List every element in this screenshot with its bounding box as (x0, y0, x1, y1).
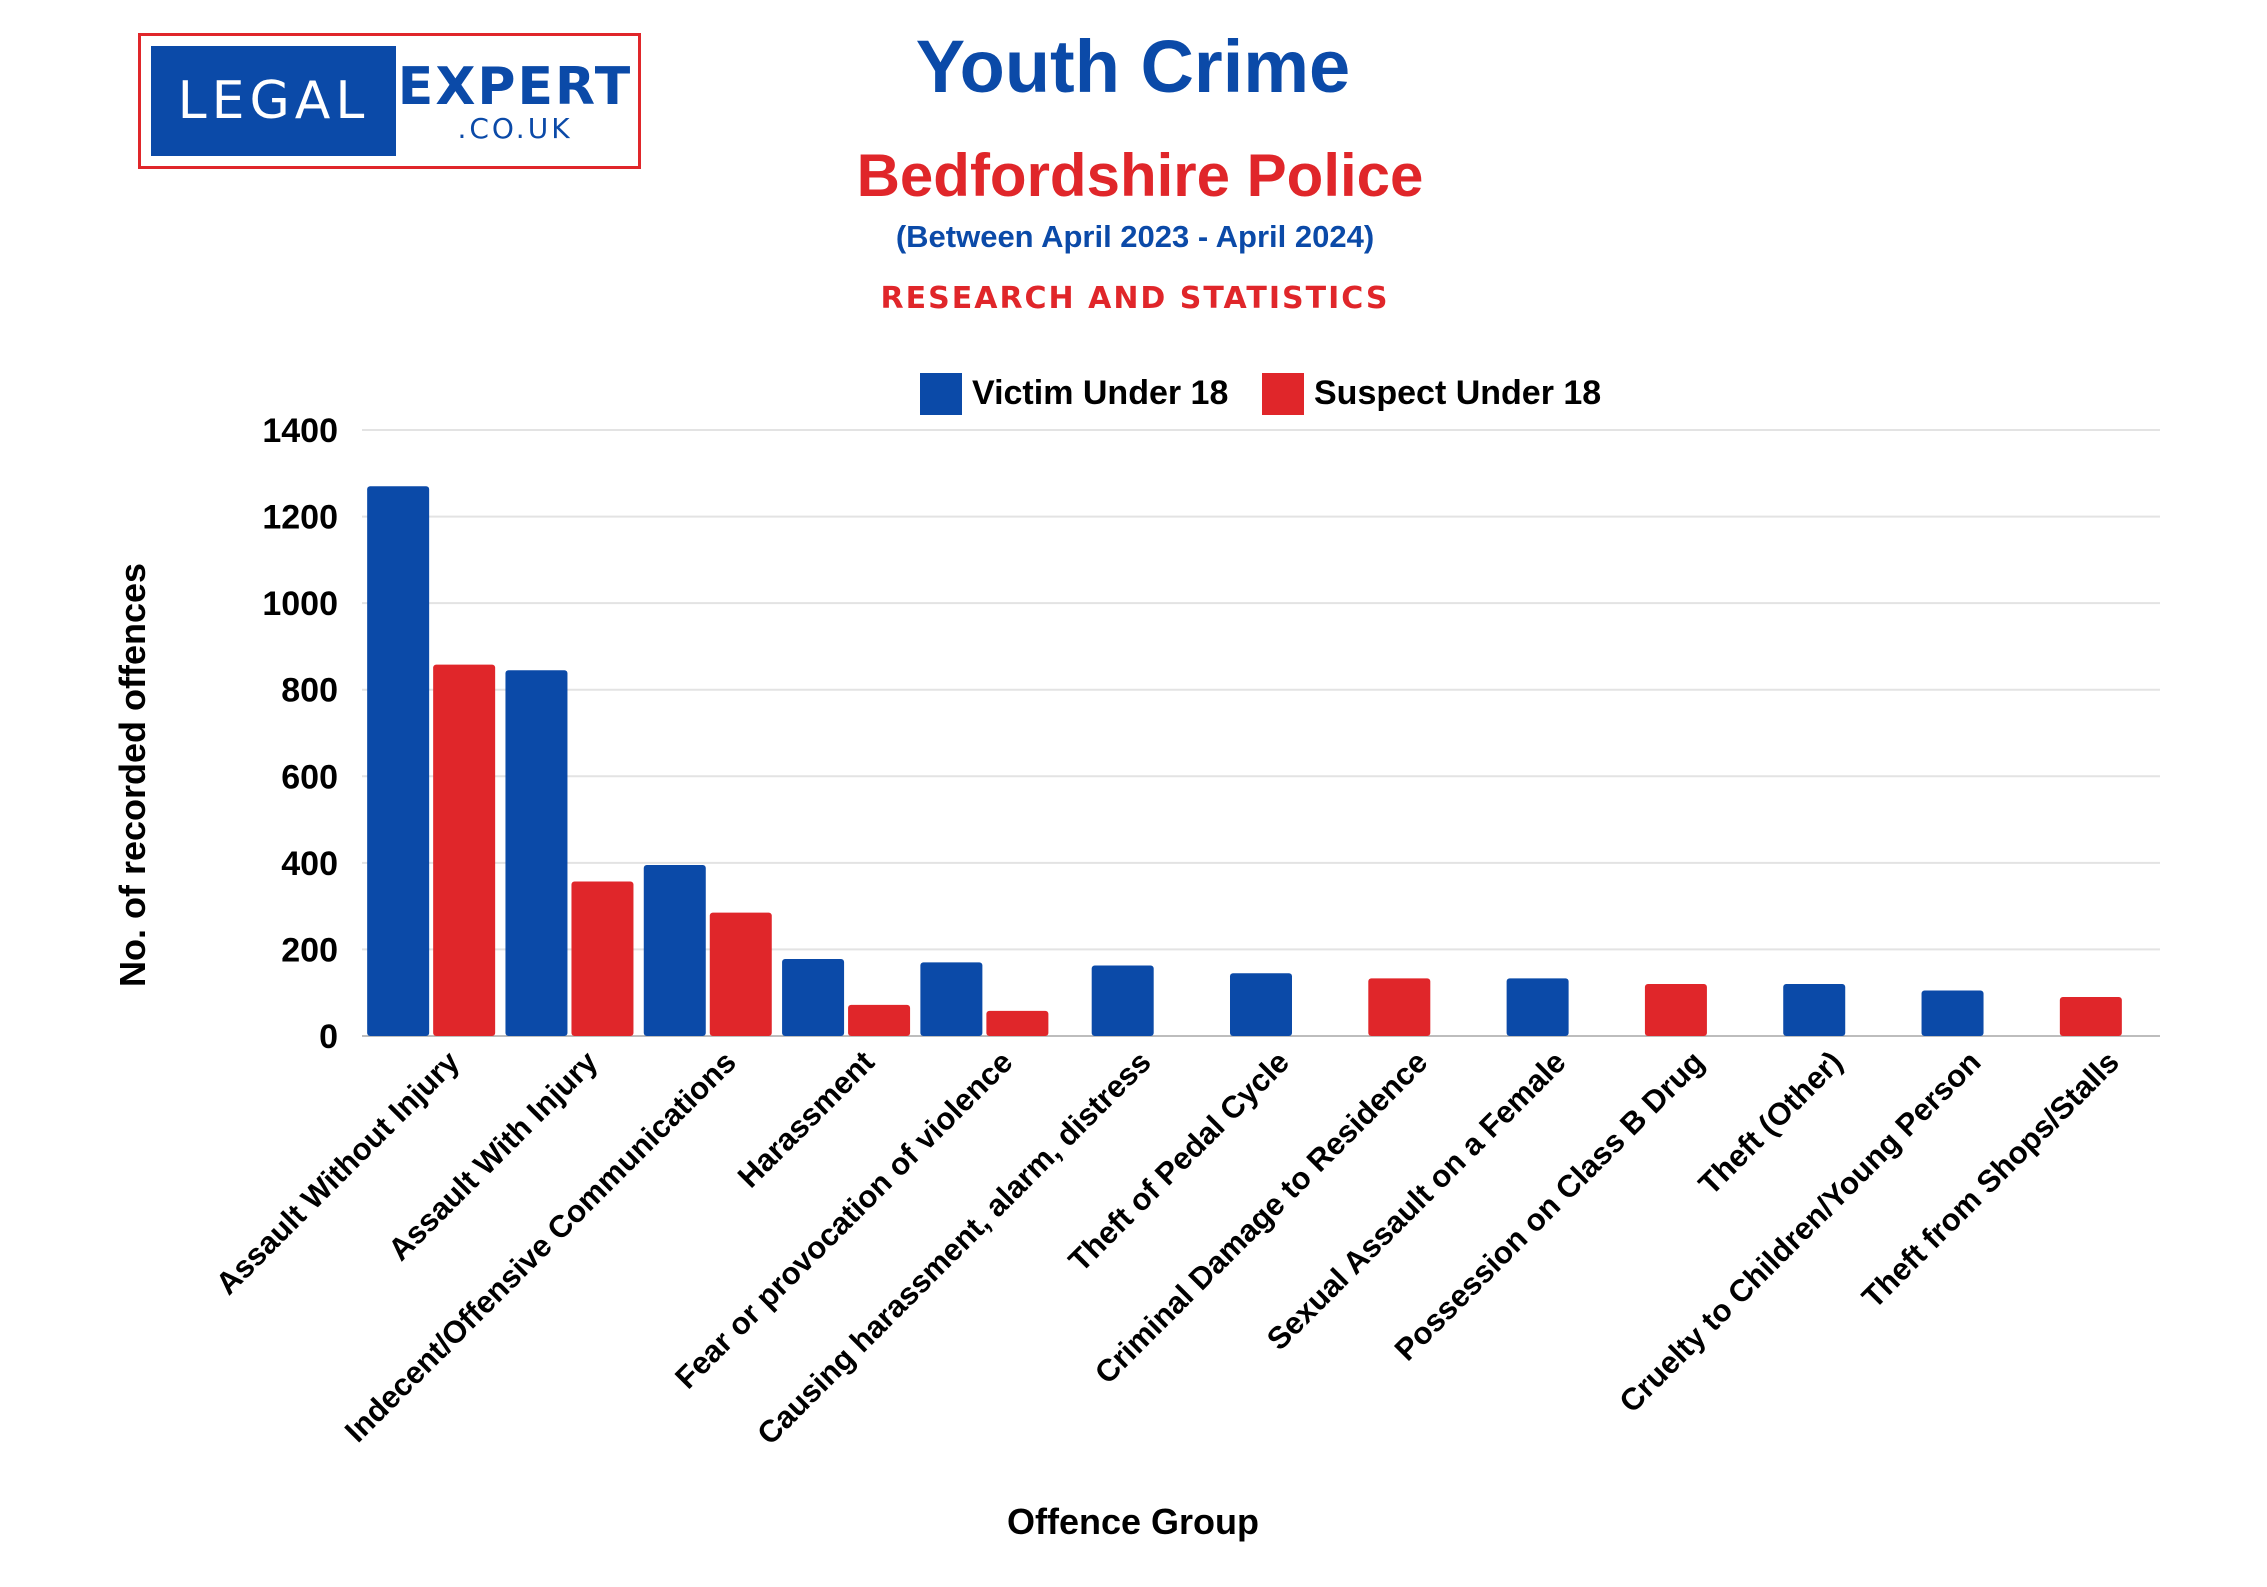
bar-suspect-10 (1644, 984, 1707, 1036)
y-tick-label: 200 (281, 931, 338, 969)
x-tick-label: Theft from Shops/Stalls (1855, 1044, 2126, 1315)
x-tick-label: Sexual Assault on a Female (1260, 1044, 1573, 1357)
bar-victim-2 (505, 670, 568, 1036)
y-tick-label: 1000 (262, 585, 338, 623)
x-axis-label: Offence Group (1007, 1501, 1259, 1542)
y-axis-ticks: 0 200 400 600 800 1000 1200 1400 (262, 412, 338, 1056)
legend-label-suspect: Suspect Under 18 (1314, 374, 1601, 412)
bar-suspect-3 (709, 912, 772, 1036)
y-tick-label: 800 (281, 672, 338, 710)
bar-victim-3 (643, 865, 706, 1036)
logo-expert-text: EXPERT (397, 57, 633, 117)
bar-suspect-4 (848, 1004, 911, 1036)
y-axis-label: No. of recorded offences (112, 563, 153, 987)
bar-victim-4 (782, 958, 845, 1036)
y-tick-label: 400 (281, 845, 338, 883)
y-tick-label: 1200 (262, 499, 338, 537)
y-tick-label: 0 (319, 1018, 338, 1056)
bar-victim-9 (1506, 978, 1569, 1036)
bar-suspect-2 (571, 881, 634, 1036)
x-tick-label: Theft (Other) (1692, 1044, 1849, 1201)
bar-suspect-1 (433, 664, 496, 1036)
logo-legal-block: LEGAL (151, 46, 396, 156)
page-title: Youth Crime (916, 25, 1350, 108)
legend-swatch-suspect (1262, 373, 1304, 415)
legend: Victim Under 18 Suspect Under 18 (920, 373, 1601, 415)
bar-victim-6 (1091, 965, 1154, 1036)
bar-victim-12 (1921, 990, 1984, 1036)
bar-suspect-5 (986, 1010, 1049, 1036)
x-tick-label: Harassment (731, 1044, 881, 1194)
y-tick-label: 600 (281, 758, 338, 796)
bar-victim-1 (367, 486, 430, 1036)
legend-swatch-victim (920, 373, 962, 415)
logo-domain-text: .CO.UK (457, 112, 573, 145)
date-range: (Between April 2023 - April 2024) (896, 219, 1374, 254)
logo-expert-block: EXPERT .CO.UK (397, 46, 633, 156)
bar-suspect-13 (2059, 997, 2122, 1036)
tagline: RESEARCH AND STATISTICS (881, 281, 1390, 316)
x-tick-label: Possession on Class B Drug (1388, 1044, 1711, 1367)
bars (367, 486, 2122, 1036)
bar-suspect-8 (1368, 978, 1431, 1036)
legend-label-victim: Victim Under 18 (972, 374, 1228, 412)
bar-victim-5 (920, 962, 983, 1036)
x-tick-label: Assault Without Injury (209, 1044, 467, 1302)
page-subtitle: Bedfordshire Police (857, 142, 1424, 209)
bar-victim-7 (1230, 973, 1292, 1036)
y-tick-label: 1400 (262, 412, 338, 450)
logo: LEGAL EXPERT .CO.UK (138, 33, 641, 169)
bar-victim-11 (1783, 984, 1846, 1036)
